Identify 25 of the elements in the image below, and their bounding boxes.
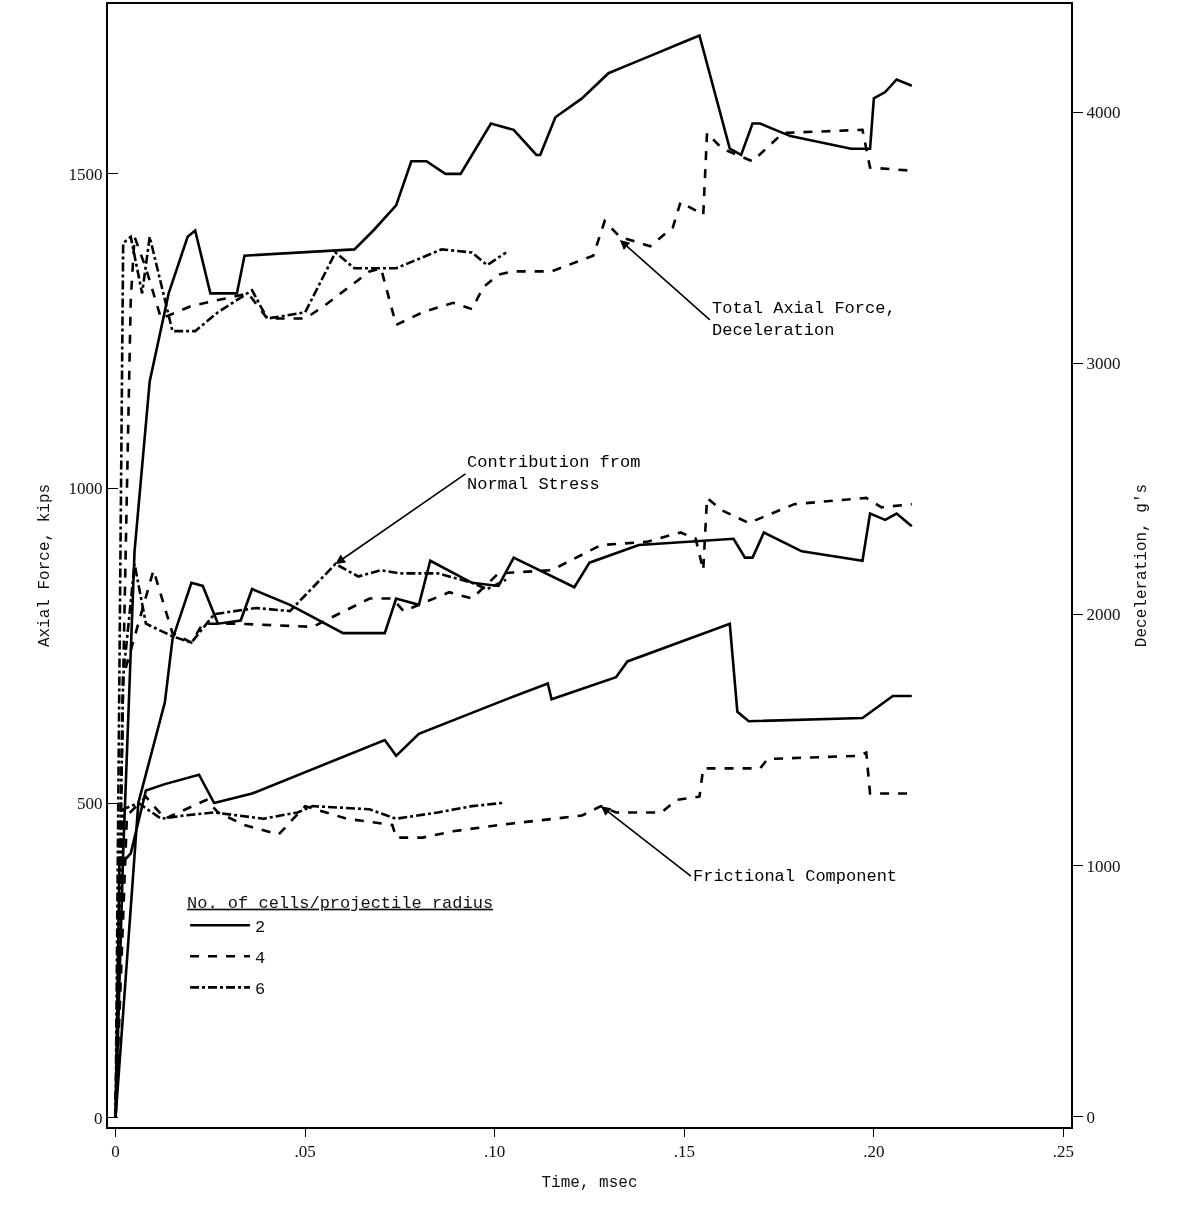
legend-label: 6	[255, 980, 266, 1000]
y2-tick-label: 2000	[1086, 605, 1121, 625]
x-tick-label: .05	[294, 1142, 316, 1162]
y-axis-title: Axial Force, kips	[36, 483, 54, 648]
x-tick-label: .25	[1052, 1142, 1075, 1162]
x-tick-label: 0	[111, 1142, 120, 1162]
y2-tick-label: 3000	[1086, 354, 1121, 374]
y-tick-label: 500	[77, 793, 103, 813]
x-axis-title: Time, msec	[541, 1173, 638, 1192]
y2-tick-label: 0	[1086, 1107, 1095, 1127]
x-tick-label: .15	[673, 1142, 695, 1162]
legend-title: No. of cells/projectile radius	[187, 893, 494, 913]
legend-label: 4	[255, 948, 266, 968]
legend-label: 2	[255, 917, 266, 937]
y-tick-label: 1000	[68, 479, 103, 499]
annotation: Frictional Component	[693, 867, 898, 886]
x-tick-label: .10	[484, 1142, 506, 1162]
x-tick-label: .20	[863, 1142, 885, 1162]
y2-tick-label: 4000	[1086, 102, 1121, 122]
y-tick-label: 0	[94, 1108, 103, 1128]
y2-axis-title: Deceleration, g's	[1132, 483, 1151, 648]
annotation: Total Axial Force, Deceleration	[712, 299, 896, 341]
annotation: Contribution from Normal Stress	[467, 453, 641, 495]
y-tick-label: 1500	[68, 164, 103, 184]
y2-tick-label: 1000	[1086, 856, 1121, 876]
